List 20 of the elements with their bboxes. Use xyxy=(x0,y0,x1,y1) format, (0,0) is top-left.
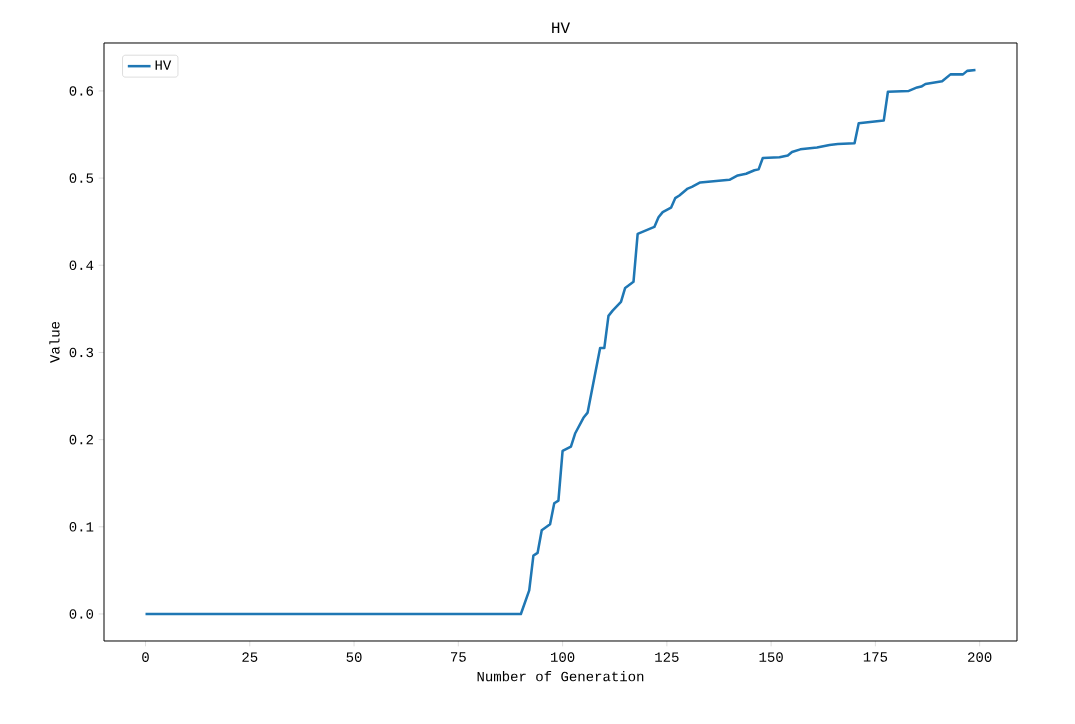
y-tick-label: 0.6 xyxy=(69,86,94,96)
x-tick-label: 75 xyxy=(451,652,466,662)
legend-label: HV xyxy=(155,60,172,70)
y-axis-title: Value xyxy=(49,321,60,363)
x-tick-label: 150 xyxy=(759,652,783,662)
x-tick-label: 125 xyxy=(655,652,679,662)
x-tick-label: 25 xyxy=(242,652,258,662)
y-tick-label: 0.1 xyxy=(69,522,94,532)
x-axis-title: Number of Generation xyxy=(477,671,644,682)
y-tick-label: 0.5 xyxy=(69,173,94,183)
y-tick-label: 0.2 xyxy=(69,434,93,445)
x-tick-label: 175 xyxy=(863,652,888,662)
y-tick-label: 0.4 xyxy=(69,260,94,271)
x-tick-label: 200 xyxy=(968,652,992,662)
x-tick-label: 100 xyxy=(550,652,575,662)
x-tick-label: 0 xyxy=(142,652,149,662)
y-tick-label: 0.0 xyxy=(69,609,94,619)
y-tick-label: 0.3 xyxy=(69,347,94,358)
chart-title: HV xyxy=(552,22,571,33)
x-tick-label: 50 xyxy=(346,652,362,662)
